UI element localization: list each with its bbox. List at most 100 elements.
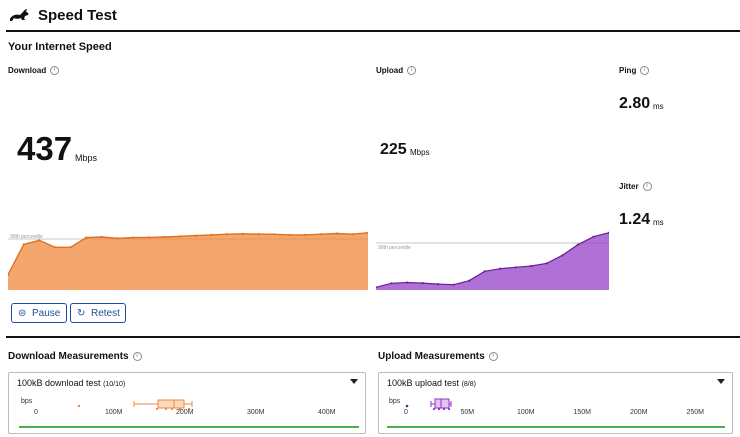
upload-sample-point: [447, 407, 451, 411]
section-title: Your Internet Speed: [8, 41, 112, 53]
download-tick-label: 0: [34, 409, 38, 416]
download-data-point: [38, 239, 41, 242]
upload-unit: Mbps: [410, 148, 430, 157]
download-data-point: [116, 237, 119, 240]
upload-data-point: [437, 283, 440, 286]
upload-data-point: [483, 270, 486, 273]
upload-tick-label: 0: [404, 409, 408, 416]
download-tick-label: 100M: [105, 409, 123, 416]
upload-value: 225: [380, 141, 407, 158]
upload-data-point: [452, 283, 455, 286]
upload-data-point: [406, 281, 409, 284]
upload-label: Upload i: [376, 66, 417, 76]
download-unit-label: bps: [21, 398, 33, 405]
upload-data-point: [514, 266, 517, 269]
download-data-point: [241, 232, 244, 235]
download-line: [8, 232, 368, 276]
info-icon[interactable]: i: [50, 66, 60, 76]
upload-line: [376, 232, 609, 288]
download-test-select[interactable]: 100kB download test (10/10): [17, 378, 126, 388]
upload-box: [434, 398, 450, 409]
download-tick-label: 200M: [176, 409, 194, 416]
info-icon[interactable]: i: [640, 66, 650, 76]
download-data-point: [100, 235, 103, 239]
download-data-point: [210, 233, 213, 236]
upload-chart: 90th percentile: [376, 231, 609, 290]
upload-data-point: [421, 282, 424, 285]
download-data-point: [179, 235, 182, 238]
download-unit: Mbps: [75, 153, 98, 163]
download-tick-label: 400M: [318, 409, 336, 416]
download-data-point: [53, 246, 57, 249]
upload-data-point: [468, 279, 471, 282]
download-data-point: [194, 234, 197, 237]
download-data-point: [273, 233, 276, 236]
upload-tick-label: 100M: [517, 409, 535, 416]
info-icon[interactable]: i: [407, 66, 417, 76]
upload-measurements-panel: 100kB upload test (8/8) bps 0 50M 100M 150M…: [378, 372, 733, 434]
upload-percentile-label: 90th percentile: [378, 245, 411, 251]
ping-label: Ping i: [619, 66, 650, 76]
pause-button-label: Pause: [32, 308, 61, 319]
download-data-point: [85, 236, 88, 239]
rabbit-logo-icon: [8, 7, 32, 23]
upload-data-point: [607, 231, 609, 234]
upload-unit-label: bps: [389, 398, 401, 405]
download-sample-point: [155, 407, 159, 411]
retest-button[interactable]: ↻ Retest: [70, 303, 126, 323]
section-divider: [6, 336, 740, 338]
upload-sample-point: [442, 407, 446, 411]
upload-tick-label: 150M: [573, 409, 592, 416]
download-value: 437: [17, 130, 73, 167]
download-data-point: [22, 243, 25, 246]
chevron-down-icon[interactable]: [717, 379, 725, 384]
download-data-point: [257, 233, 260, 236]
upload-data-point: [530, 264, 533, 268]
upload-boxplot: [405, 398, 452, 411]
upload-tick-label: 250M: [686, 409, 705, 416]
download-outlier-point: [77, 404, 81, 408]
download-area: [8, 232, 368, 290]
jitter-value: 1.24: [619, 211, 651, 228]
download-sample-point: [178, 407, 182, 411]
download-data-point: [335, 232, 338, 235]
info-icon[interactable]: i: [642, 182, 652, 192]
upload-data-point: [545, 262, 548, 265]
download-data-point: [351, 233, 354, 236]
download-data-point: [147, 236, 150, 239]
upload-measurements-title: Upload Measurements i: [378, 351, 498, 362]
upload-test-select[interactable]: 100kB upload test (8/8): [387, 378, 476, 388]
download-data-point: [132, 236, 135, 239]
upload-data-point: [376, 286, 378, 289]
upload-sample-point: [437, 407, 441, 411]
upload-data-point: [499, 267, 502, 270]
download-data-point: [69, 246, 72, 249]
download-data-point: [304, 233, 307, 236]
info-icon[interactable]: i: [488, 351, 498, 361]
download-data-point: [366, 231, 368, 234]
download-box: [157, 399, 185, 409]
retest-button-label: Retest: [91, 308, 120, 319]
jitter-unit: ms: [653, 218, 664, 227]
pause-button[interactable]: ⊜ Pause: [11, 303, 67, 323]
upload-tick-label: 200M: [630, 409, 648, 416]
ping-unit: ms: [653, 102, 664, 111]
refresh-icon: ↻: [77, 308, 86, 319]
download-sample-point: [170, 407, 174, 411]
header-divider: [6, 30, 740, 32]
app-title: Speed Test: [38, 7, 117, 24]
download-boxplot: [77, 399, 193, 411]
download-data-point: [288, 233, 291, 236]
download-data-point: [319, 233, 323, 236]
info-icon[interactable]: i: [132, 351, 142, 361]
download-tick-label: 300M: [247, 409, 265, 416]
upload-area: [376, 232, 609, 290]
upload-sample-point: [432, 407, 436, 411]
download-sample-point: [187, 407, 191, 411]
jitter-label: Jitter i: [619, 182, 652, 192]
upload-tick-label: 50M: [460, 409, 475, 416]
download-baseline: [19, 426, 359, 428]
chevron-down-icon[interactable]: [350, 379, 358, 384]
upload-data-point: [561, 254, 564, 257]
download-data-point: [226, 233, 229, 236]
